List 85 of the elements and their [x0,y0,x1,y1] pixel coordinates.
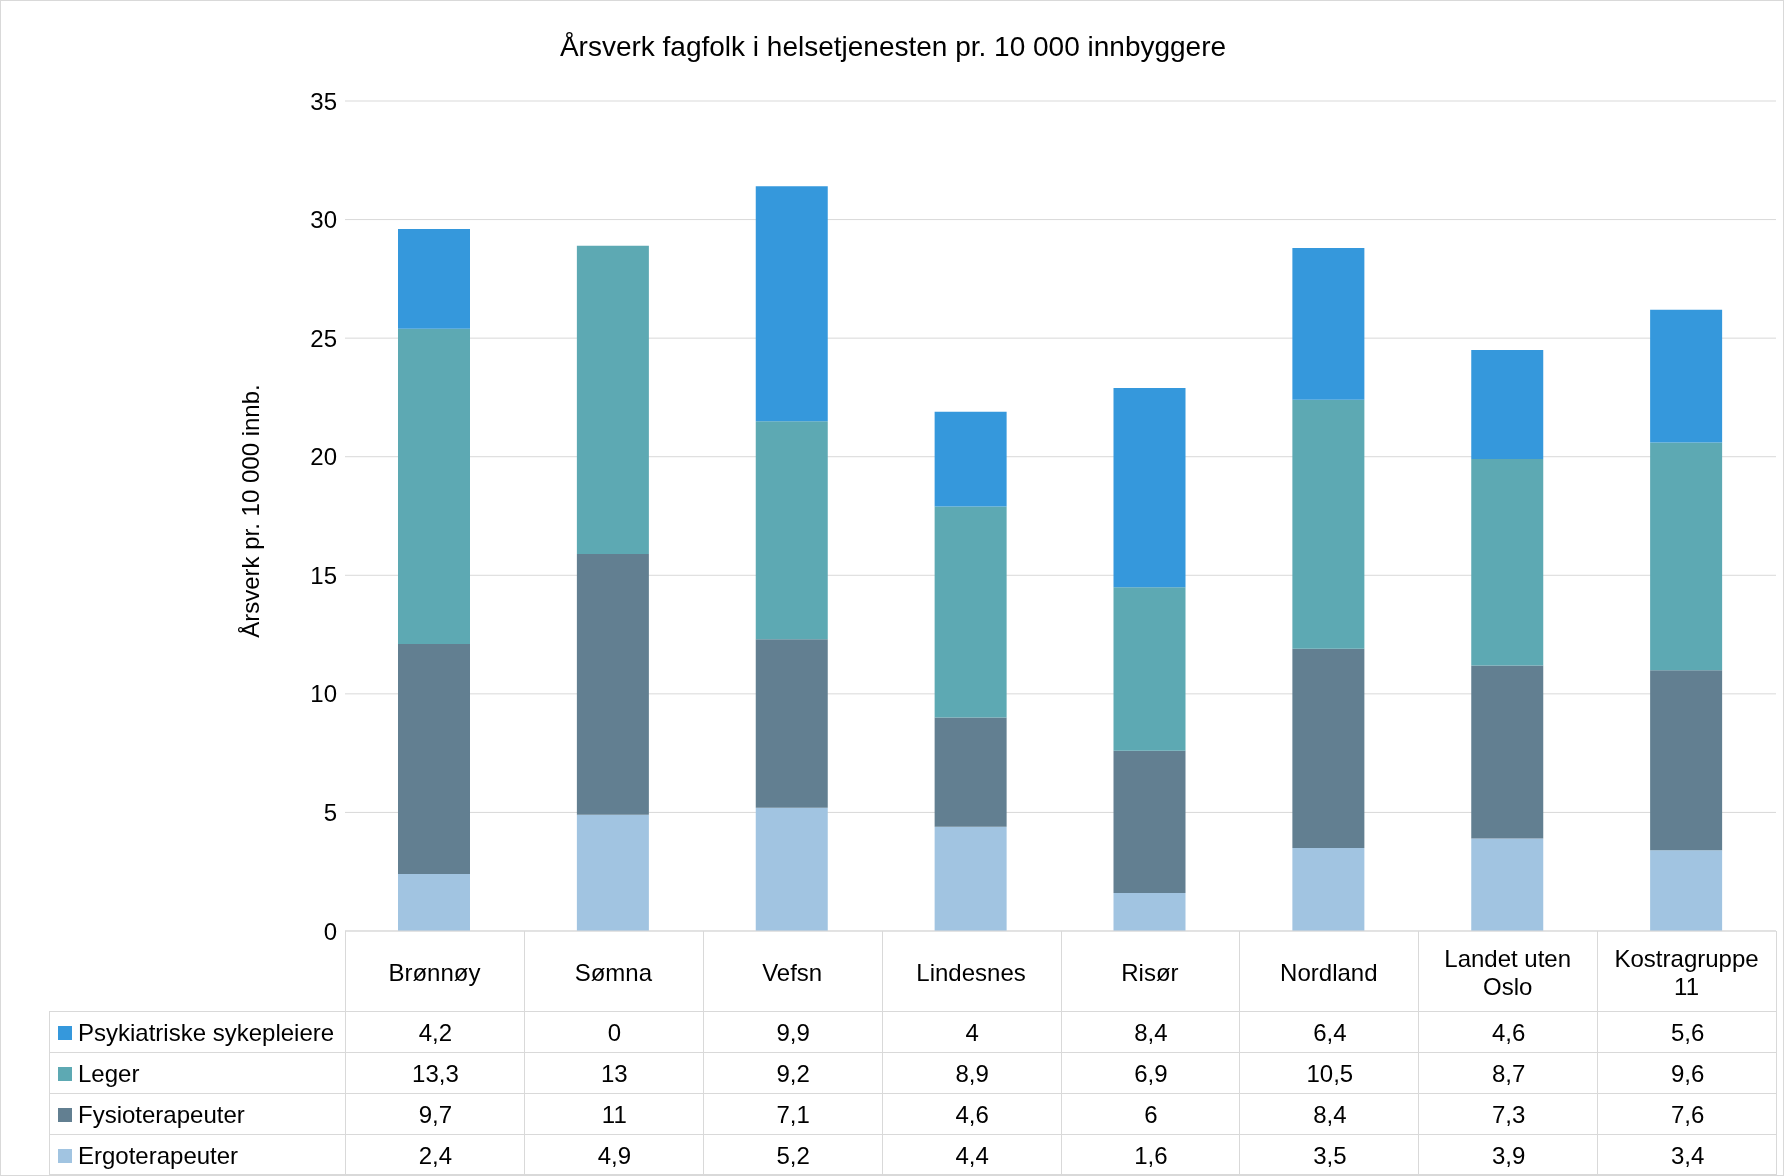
x-tick-label: Kostragruppe 11 [1614,945,1759,1000]
bar [1471,838,1544,931]
data-label: 10,5 [1305,1059,1355,1089]
data-label: 3,9 [1491,1141,1527,1171]
bar [934,411,1007,507]
bar [1650,309,1723,443]
data-label: 8,7 [1491,1059,1527,1089]
x-tick-label: Sømna [574,959,653,986]
legend-label: Ergoterapeuter [78,1141,239,1170]
bar [1471,665,1544,839]
bar [1650,442,1723,671]
data-label: 8,4 [1133,1018,1169,1048]
data-label: 3,5 [1312,1141,1348,1171]
y-tick-label: 0 [323,917,337,945]
data-label: 4,6 [1491,1018,1527,1048]
y-tick-label: 10 [310,680,337,708]
bar [1650,670,1723,851]
bar [934,506,1007,718]
bar [755,639,828,808]
data-label: 9,9 [775,1018,811,1048]
data-label: 6 [1143,1100,1159,1130]
data-label: 7,1 [775,1100,811,1130]
data-label: 8,4 [1312,1100,1348,1130]
y-axis-title: Årsverk pr. 10 000 innb. [237,384,265,638]
data-label: 9,2 [775,1059,811,1089]
bar [934,826,1007,931]
legend-label: Fysioterapeuter [78,1100,245,1129]
data-label: 0 [606,1018,622,1048]
bar [755,186,828,422]
data-label: 4,6 [954,1100,990,1130]
data-label: 9,6 [1669,1059,1706,1089]
bar [1292,648,1365,848]
y-tick-label: 25 [310,324,337,352]
bar [1292,848,1365,931]
bar [1113,587,1186,751]
y-tick-label: 30 [310,206,337,234]
data-label: 4,4 [954,1141,990,1171]
bar [1292,399,1365,649]
bar [398,874,470,931]
data-label: 7,3 [1491,1100,1527,1130]
data-label: 6,9 [1133,1059,1169,1089]
data-label: 1,6 [1133,1141,1169,1171]
bar [1113,750,1186,894]
y-tick-label: 35 [310,87,337,115]
data-label: 5,6 [1669,1018,1706,1048]
legend-label: Leger [78,1059,140,1088]
y-tick-label: 5 [323,798,337,826]
data-label: 4,2 [417,1018,454,1048]
bar [576,814,649,931]
data-label: 7,6 [1669,1100,1706,1130]
bar [1113,387,1186,588]
x-tick-label: Vefsn [762,959,823,986]
bar [1471,350,1544,460]
data-label: 13,3 [411,1059,460,1089]
chart-title: Årsverk fagfolk i helsetjenesten pr. 10 000 innbyggere [558,31,1228,63]
bar [1650,850,1723,931]
x-tick-label: Risør [1121,959,1179,986]
data-label: 5,2 [775,1141,811,1171]
data-label: 6,4 [1312,1018,1348,1048]
x-tick-label: Landet uten Oslo [1444,945,1572,1000]
x-tick-label: Lindesnes [916,959,1026,986]
data-label: 3,4 [1669,1141,1706,1171]
bar [755,807,828,931]
data-label: 11 [600,1100,628,1130]
bar [398,328,470,645]
data-label: 13 [599,1059,629,1089]
bar [398,644,470,875]
bar [576,245,649,554]
data-label: 8,9 [954,1059,990,1089]
bar [1292,248,1365,400]
bar [755,421,828,640]
data-label: 4,9 [596,1141,632,1171]
data-label: 2,4 [417,1141,454,1171]
x-tick-label: Nordland [1280,959,1378,986]
x-tick-label: Brønnøy [388,959,481,986]
data-label: 4 [964,1018,980,1048]
data-label: 9,7 [417,1100,454,1130]
y-tick-label: 15 [310,561,337,589]
legend-label: Psykiatriske sykepleiere [78,1018,335,1047]
bar [398,229,470,329]
y-tick-label: 20 [310,443,337,471]
bar [1113,893,1186,931]
bar [1471,459,1544,666]
bar [934,717,1007,827]
bar [576,553,649,815]
